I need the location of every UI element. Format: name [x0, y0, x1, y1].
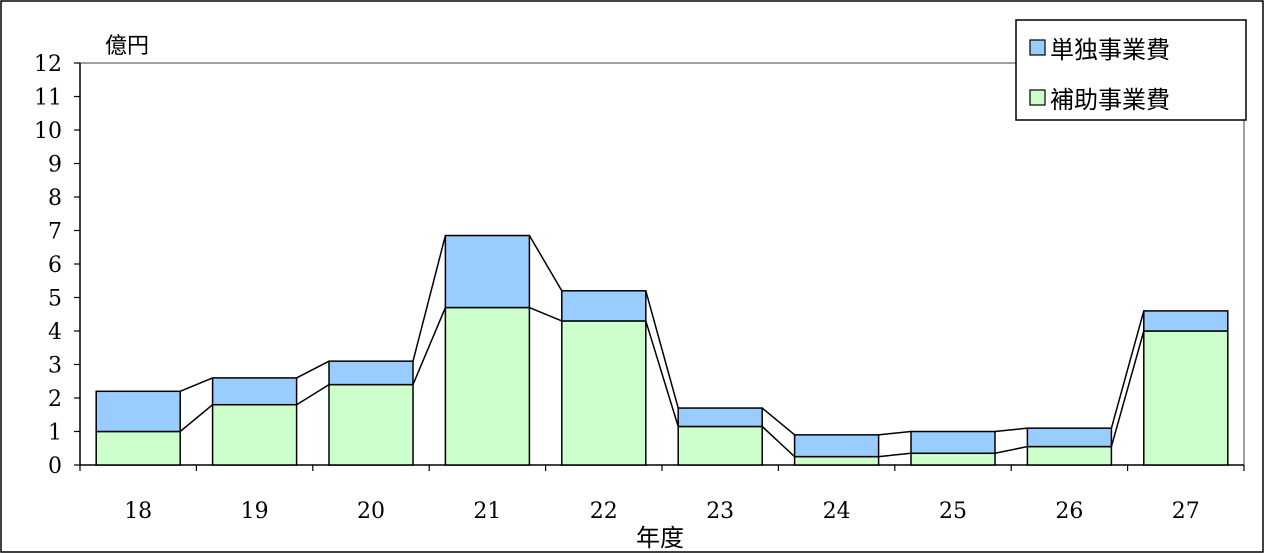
series-connector-line	[412, 307, 447, 385]
y-tick-label: 9	[48, 153, 62, 178]
x-tick-label: 20	[357, 499, 385, 524]
y-tick-label: 6	[48, 253, 62, 278]
x-tick-label: 26	[1055, 499, 1083, 524]
legend-label: 単独事業費	[1050, 36, 1170, 64]
y-tick-label: 10	[34, 119, 62, 144]
bar-segment	[677, 425, 763, 466]
x-tick-label: 21	[473, 499, 501, 524]
series-connector-line	[179, 377, 213, 392]
bar-segment	[444, 234, 531, 309]
legend-label: 補助事業費	[1050, 86, 1170, 114]
bar-segment	[95, 430, 181, 466]
series-connector-line	[878, 452, 912, 458]
y-tick-label: 2	[48, 387, 62, 412]
bar-segment	[328, 383, 414, 466]
y-tick-label: 12	[34, 52, 62, 77]
x-tick-label: 27	[1172, 499, 1200, 524]
legend-swatch	[1029, 39, 1046, 56]
y-tick-label: 1	[48, 421, 62, 446]
series-connector-line	[412, 235, 447, 362]
series-connector-line	[994, 427, 1028, 433]
bar-segment	[1143, 330, 1229, 466]
y-tick-label: 7	[48, 220, 62, 245]
series-connector-line	[179, 404, 214, 433]
bar-segment	[1026, 445, 1113, 466]
x-tick-label: 19	[241, 499, 269, 524]
x-tick-label: 23	[706, 499, 734, 524]
series-lines	[179, 235, 1145, 458]
bar-segment	[561, 290, 647, 322]
x-axis-title: 年度	[636, 524, 684, 552]
bar-segment	[211, 403, 298, 466]
bar-segment	[677, 407, 763, 428]
series-connector-line	[645, 290, 679, 409]
bars	[95, 234, 1229, 466]
legend-box	[1015, 19, 1247, 121]
bar-segment	[1026, 427, 1113, 448]
x-tick-label: 18	[124, 499, 152, 524]
series-connector-line	[529, 306, 563, 322]
bar-segment	[793, 455, 880, 466]
series-connector-line	[761, 407, 796, 436]
series-connector-line	[296, 360, 330, 379]
y-tick-label: 11	[34, 86, 62, 111]
y-tick-label: 3	[48, 354, 62, 379]
bar-segment	[561, 320, 647, 466]
series-connector-line	[296, 383, 330, 406]
y-tick-label: 0	[48, 454, 62, 479]
legend-swatch	[1029, 89, 1046, 106]
y-tick-label: 5	[48, 287, 62, 312]
y-tick-label: 4	[48, 320, 62, 345]
y-unit-label: 億円	[105, 34, 149, 59]
x-tick-labels: 18 19 20 21 22 23 24 25 26 27	[124, 499, 1200, 524]
bar-segment	[328, 360, 414, 386]
bar-segment	[444, 306, 531, 466]
x-tick-label: 24	[823, 499, 851, 524]
series-connector-line	[528, 235, 563, 292]
x-tick-label: 22	[590, 499, 618, 524]
series-connector-line	[645, 320, 679, 427]
y-tick-label: 8	[48, 186, 62, 211]
series-connector-line	[994, 445, 1028, 455]
bar-segment	[95, 390, 181, 433]
bar-segment	[211, 377, 298, 406]
bar-segment	[1143, 310, 1229, 332]
series-connector-line	[878, 430, 912, 436]
x-tick-label: 25	[939, 499, 967, 524]
series-connector-line	[1110, 330, 1145, 447]
bar-segment	[910, 430, 996, 455]
bar-segment	[910, 452, 996, 466]
series-connector-line	[761, 425, 796, 458]
bar-segment	[793, 434, 880, 458]
series-connector-line	[1110, 310, 1145, 429]
